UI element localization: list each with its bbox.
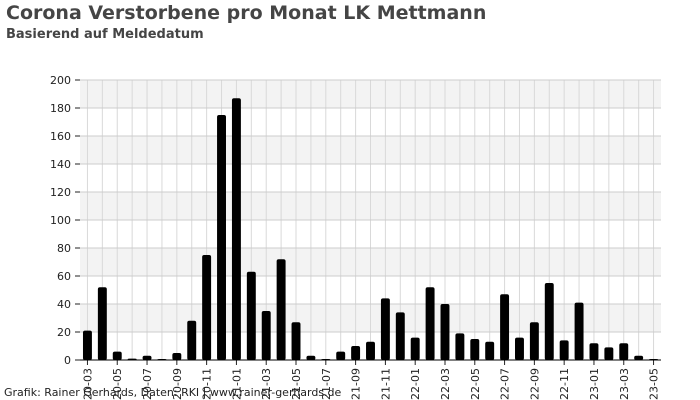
bar [455, 333, 465, 360]
x-tick-label: 2021-05 [290, 368, 303, 400]
bar [395, 312, 405, 360]
y-axis-ticks: 0 20 40 60 80 100 120 140 160 180 200 [50, 74, 80, 367]
x-tick-label: 2020-09 [171, 368, 184, 400]
x-tick-label: 2022-07 [499, 368, 512, 400]
bar [291, 322, 301, 360]
x-tick-label: 2022-11 [558, 368, 571, 400]
x-tick-label: 2020-11 [201, 368, 214, 400]
credit-line: Grafik: Rainer Gerhards, Daten: RKI | ww… [4, 386, 342, 399]
x-tick-label: 2020-05 [111, 368, 124, 400]
bar [500, 294, 510, 360]
bar [366, 341, 375, 360]
y-tick-label: 120 [50, 186, 71, 199]
bars [82, 98, 659, 360]
y-tick-label: 180 [50, 102, 71, 115]
bar [202, 255, 212, 360]
y-tick-label: 40 [57, 298, 71, 311]
bar [306, 355, 316, 360]
bar [276, 259, 286, 360]
horizontal-gridlines [80, 79, 661, 361]
bar [619, 343, 629, 360]
x-tick-label: 2022-03 [439, 368, 452, 400]
bar [336, 351, 346, 360]
bar [485, 341, 495, 360]
y-tick-label: 160 [50, 130, 71, 143]
bar [440, 304, 450, 360]
chart-subtitle: Basierend auf Meldedatum [6, 27, 204, 42]
y-tick-label: 0 [64, 354, 71, 367]
bar [589, 343, 599, 360]
x-tick-label: 2021-01 [230, 368, 243, 400]
bar [529, 322, 539, 360]
x-tick-label: 2022-05 [469, 368, 482, 400]
bar [634, 355, 644, 360]
bar [172, 353, 182, 360]
x-tick-label: 2020-07 [141, 368, 154, 400]
x-tick-label: 2023-01 [588, 368, 601, 400]
x-tick-label: 2021-11 [379, 368, 392, 400]
bar [380, 298, 390, 360]
y-tick-label: 20 [57, 326, 71, 339]
bar [82, 330, 92, 360]
y-tick-label: 80 [57, 242, 71, 255]
y-tick-label: 60 [57, 270, 71, 283]
bar [97, 287, 107, 360]
bar [410, 337, 420, 360]
bar [559, 340, 569, 360]
bar [351, 346, 361, 360]
y-tick-label: 100 [50, 214, 71, 227]
x-tick-label: 2021-07 [320, 368, 333, 400]
x-tick-label: 2021-09 [350, 368, 363, 400]
bar [515, 337, 524, 360]
bar [187, 320, 197, 360]
bar [217, 115, 226, 360]
chart-title: Corona Verstorbene pro Monat LK Mettmann [6, 2, 487, 24]
x-tick-label: 2023-05 [648, 368, 661, 400]
bar [574, 302, 584, 360]
bar [231, 98, 241, 360]
x-axis-ticks: 2020-03 2020-05 2020-07 2020-09 2020-11 2021-… [81, 360, 661, 400]
y-tick-label: 140 [50, 158, 71, 171]
bar [604, 347, 614, 360]
x-tick-label: 2020-03 [81, 368, 94, 400]
x-tick-label: 2023-03 [618, 368, 631, 400]
x-tick-label: 2022-01 [409, 368, 422, 400]
x-tick-label: 2022-09 [528, 368, 541, 400]
bar [142, 355, 152, 360]
bar [425, 287, 435, 360]
bar [470, 339, 480, 360]
x-tick-label: 2021-03 [260, 368, 273, 400]
bar [246, 271, 256, 360]
bar [261, 311, 271, 360]
y-tick-label: 200 [50, 74, 71, 87]
bar [544, 283, 554, 360]
bar [112, 351, 122, 360]
